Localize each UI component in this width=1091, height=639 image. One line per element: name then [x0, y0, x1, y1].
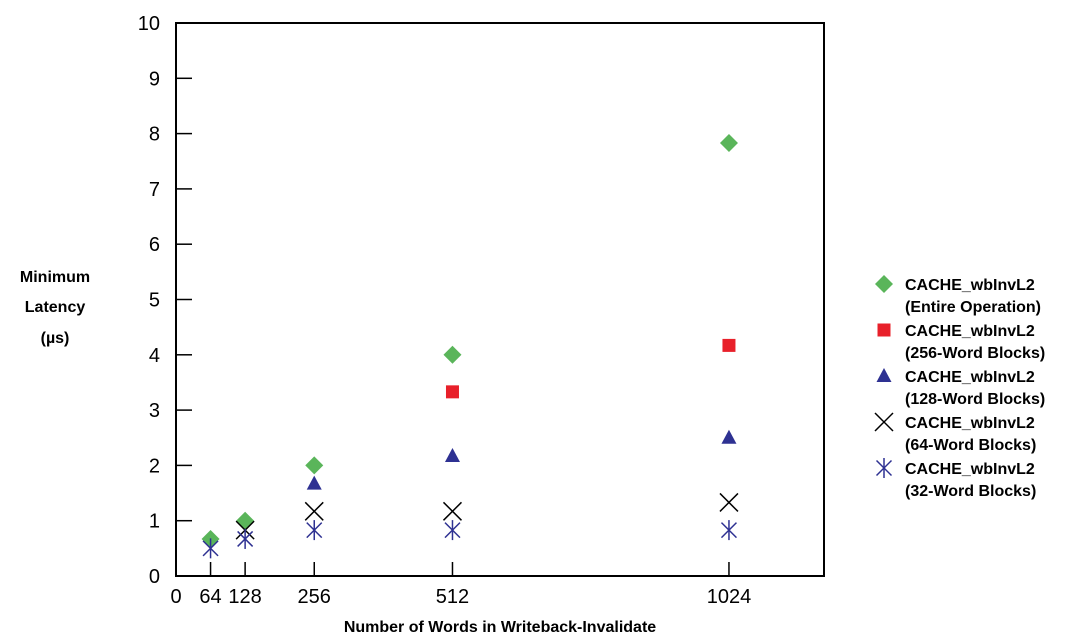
- y-axis: 0 1 2 3 4 5 6 7 8 9 10: [138, 13, 192, 588]
- legend-label: (32-Word Blocks): [905, 483, 1036, 500]
- y-axis-title-line-3: (µs): [41, 330, 70, 347]
- data-point: [306, 520, 323, 541]
- legend-item: CACHE_wbInvL2 (128-Word Blocks): [876, 368, 1045, 408]
- series-5: [202, 520, 737, 559]
- series-2: [445, 338, 736, 399]
- data-point: [236, 511, 255, 530]
- legend-label: CACHE_wbInvL2: [905, 369, 1035, 386]
- data-points: [201, 134, 739, 559]
- data-point: [720, 520, 737, 541]
- y-tick-label: 7: [149, 179, 160, 201]
- y-tick-label: 3: [149, 400, 160, 422]
- data-point: [444, 447, 460, 462]
- y-tick-label: 0: [149, 566, 160, 588]
- legend-label: (256-Word Blocks): [905, 345, 1045, 362]
- legend-label: CACHE_wbInvL2: [905, 461, 1035, 478]
- y-tick-label: 2: [149, 455, 160, 477]
- y-tick-label: 10: [138, 13, 160, 35]
- data-point: [719, 492, 739, 512]
- y-tick-label: 4: [149, 345, 160, 367]
- legend-marker: [875, 458, 893, 478]
- x-tick-label: 512: [436, 586, 469, 608]
- legend-item: CACHE_wbInvL2 (32-Word Blocks): [875, 458, 1036, 500]
- x-tick-label: 128: [228, 586, 261, 608]
- data-point: [719, 134, 738, 153]
- y-tick-label: 5: [149, 290, 160, 312]
- legend-label: (64-Word Blocks): [905, 437, 1036, 454]
- legend: CACHE_wbInvL2(Entire Operation)CACHE_wbI…: [874, 275, 1045, 500]
- x-tick-label: 64: [199, 586, 221, 608]
- data-point: [306, 475, 322, 490]
- data-point: [305, 456, 324, 475]
- x-axis: 0 64 128 256 512 1024: [170, 562, 751, 608]
- data-point: [202, 538, 219, 559]
- plot-frame: [175, 22, 825, 577]
- x-tick-label: 256: [298, 586, 331, 608]
- data-point: [721, 429, 737, 444]
- legend-label: CACHE_wbInvL2: [905, 323, 1035, 340]
- legend-marker: [877, 323, 891, 337]
- data-point: [722, 338, 736, 352]
- legend-marker: [874, 412, 894, 432]
- series-3: [306, 429, 737, 490]
- legend-marker: [876, 368, 892, 382]
- legend-label: (128-Word Blocks): [905, 391, 1045, 408]
- y-axis-title: Minimum Latency (µs): [20, 269, 90, 347]
- y-tick-label: 9: [149, 68, 160, 90]
- legend-marker: [875, 275, 893, 293]
- series-1: [201, 134, 738, 548]
- data-point: [442, 501, 463, 521]
- legend-label: (Entire Operation): [905, 299, 1041, 316]
- legend-label: CACHE_wbInvL2: [905, 277, 1035, 294]
- x-tick-label: 0: [170, 586, 181, 608]
- x-tick-label: 1024: [707, 586, 752, 608]
- legend-item: CACHE_wbInvL2 (Entire Operation): [875, 275, 1041, 316]
- data-point: [444, 520, 461, 541]
- legend-item: CACHE_wbInvL2 (64-Word Blocks): [874, 412, 1036, 454]
- y-axis-title-line-1: Minimum: [20, 269, 90, 286]
- data-point: [445, 385, 459, 399]
- data-point: [443, 345, 462, 364]
- data-point: [237, 528, 254, 549]
- data-point: [304, 501, 324, 521]
- legend-label: CACHE_wbInvL2: [905, 415, 1035, 432]
- y-axis-title-line-2: Latency: [25, 299, 86, 316]
- y-tick-label: 8: [149, 124, 160, 146]
- y-tick-label: 6: [149, 234, 160, 256]
- legend-item: CACHE_wbInvL2 (256-Word Blocks): [877, 323, 1045, 362]
- x-axis-title: Number of Words in Writeback-Invalidate: [344, 619, 656, 636]
- y-tick-label: 1: [149, 511, 160, 533]
